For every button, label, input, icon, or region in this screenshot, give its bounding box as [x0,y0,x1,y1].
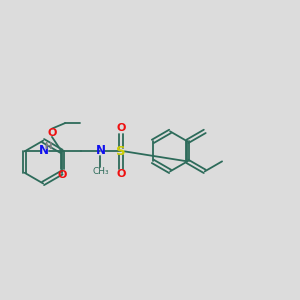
Text: CH₃: CH₃ [92,167,109,176]
Text: O: O [47,128,57,138]
Text: N: N [95,143,106,157]
Text: O: O [116,123,126,133]
Text: H: H [44,142,52,151]
Text: O: O [58,170,67,180]
Text: N: N [39,144,49,157]
Text: S: S [116,145,126,158]
Text: O: O [116,169,126,179]
